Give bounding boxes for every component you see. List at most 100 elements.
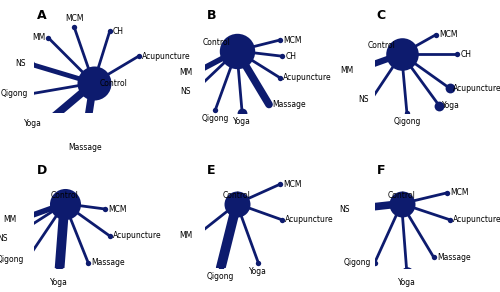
Point [212,107,220,112]
Point [90,81,98,85]
Text: Qigong: Qigong [393,117,420,126]
Point [278,218,286,222]
Text: Massage: Massage [272,100,306,109]
Text: Acupuncture: Acupuncture [453,215,500,224]
Text: Qigong: Qigong [0,255,24,264]
Point [370,260,378,265]
Text: C: C [377,9,386,22]
Point [446,86,454,91]
Text: Qigong: Qigong [344,258,372,267]
Point [60,201,68,206]
Text: Yoga: Yoga [24,119,42,128]
Text: Control: Control [223,191,250,199]
Point [446,218,454,222]
Point [16,218,24,222]
Text: MM: MM [180,231,193,240]
Text: CH: CH [113,27,124,36]
Text: Massage: Massage [437,253,470,262]
Text: Yoga: Yoga [442,101,460,110]
Text: MCM: MCM [283,180,302,189]
Point [190,89,198,94]
Point [403,271,411,276]
Text: Control: Control [367,41,395,50]
Point [134,54,142,58]
Point [28,91,36,96]
Point [23,257,31,262]
Text: Massage: Massage [68,143,102,152]
Text: MCM: MCM [65,14,84,23]
Text: Acupuncture: Acupuncture [142,52,190,61]
Point [192,70,200,75]
Text: A: A [36,9,46,22]
Text: B: B [206,9,216,22]
Text: MCM: MCM [283,36,302,45]
Text: Yoga: Yoga [250,267,267,276]
Point [276,38,284,42]
Text: Control: Control [202,38,230,47]
Text: Yoga: Yoga [50,278,68,287]
Point [352,68,360,72]
Text: MCM: MCM [108,204,127,213]
Point [432,32,440,37]
Text: Qigong: Qigong [207,272,234,281]
Point [442,191,450,195]
Point [398,201,406,206]
Point [238,111,246,115]
Point [41,121,49,126]
Point [454,52,462,56]
Point [368,97,376,101]
Point [55,271,63,276]
Text: NS: NS [0,234,8,243]
Point [233,201,241,206]
Text: Yoga: Yoga [233,117,251,126]
Point [276,182,284,187]
Text: Yoga: Yoga [398,278,416,287]
Point [216,266,224,270]
Text: CH: CH [285,52,296,61]
Text: NS: NS [180,87,190,96]
Point [233,48,241,53]
Text: Qigong: Qigong [202,114,229,123]
Text: Control: Control [100,79,128,88]
Point [7,236,15,240]
Text: NS: NS [358,95,368,104]
Text: Acupuncture: Acupuncture [283,73,332,82]
Point [430,255,438,260]
Point [435,103,443,108]
Point [278,54,286,58]
Point [398,52,406,56]
Point [84,260,92,265]
Text: MCM: MCM [439,30,458,39]
Text: Qigong: Qigong [0,89,28,98]
Text: Control: Control [388,191,415,199]
Text: Acupuncture: Acupuncture [453,84,500,93]
Text: CH: CH [460,50,471,58]
Point [106,234,114,238]
Text: Massage: Massage [92,258,125,267]
Text: D: D [36,164,47,177]
Point [192,234,200,238]
Point [44,36,52,40]
Point [276,75,284,80]
Point [265,102,273,107]
Point [254,260,262,265]
Text: E: E [206,164,215,177]
Point [81,137,89,141]
Text: Acupuncture: Acupuncture [113,231,162,240]
Point [102,207,110,211]
Point [349,207,357,211]
Text: MM: MM [3,215,16,224]
Point [106,29,114,34]
Point [25,61,33,66]
Text: F: F [377,164,386,177]
Text: NS: NS [340,204,350,213]
Text: MM: MM [340,66,353,75]
Text: Control: Control [50,191,78,199]
Point [70,25,78,29]
Text: MM: MM [32,33,45,42]
Text: NS: NS [16,59,26,68]
Text: Acupuncture: Acupuncture [285,215,334,224]
Point [403,111,411,115]
Text: MCM: MCM [450,188,468,197]
Text: MM: MM [180,68,193,77]
